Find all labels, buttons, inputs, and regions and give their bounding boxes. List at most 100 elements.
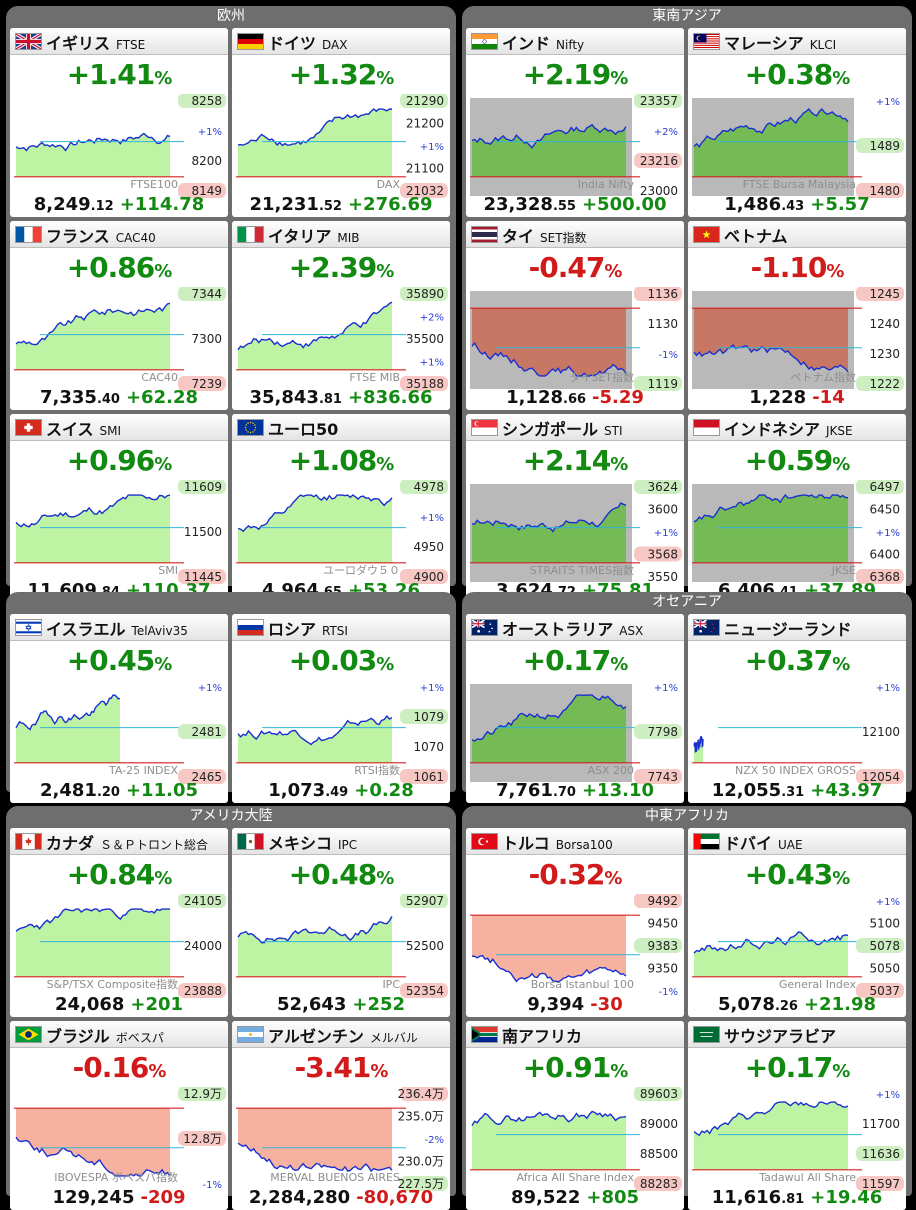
axis-label: 1222	[869, 377, 900, 391]
chart-area	[694, 495, 848, 563]
market-name: ブラジル ボベスパ	[46, 1023, 164, 1047]
percent-value: +2.19	[522, 58, 612, 91]
axis-label: 6497	[869, 480, 900, 494]
market-card[interactable]: スイスSMI+0.96%SMI11609115001144511,609.84+…	[10, 414, 228, 603]
region-panel: イスラエル TelAviv35 +0.45% TA-25 INDEX +1% 2481 24…	[6, 592, 456, 803]
chart-area	[238, 495, 392, 563]
market-card[interactable]: タイ SET指数 -0.47% タイSET指数 1136 1130 -1% 1119 1,128…	[466, 221, 684, 410]
chart-line	[471, 341, 627, 377]
market-name-label: メキシコ	[268, 834, 333, 853]
market-card[interactable]: ドバイ UAE +0.43% General Index +1% 5100 5078 5050…	[688, 828, 906, 1017]
axis-label: 227.5万	[398, 1177, 444, 1191]
index-code: ASX	[619, 624, 644, 638]
axis-label: 1061	[413, 770, 444, 784]
market-card[interactable]: フランス CAC40 +0.86% CAC40 7344 7300 7239 7,335.40…	[10, 221, 228, 410]
label-pill	[178, 1131, 226, 1146]
market-name: ユーロ50	[268, 416, 344, 440]
market-card[interactable]: ニュージーランド +0.37% NZX 50 INDEX GROSS +1% 12100…	[688, 614, 906, 803]
label-pill	[856, 569, 904, 584]
price-row: 11,616.81 +19.46	[688, 1187, 906, 1208]
market-card[interactable]: イギリス FTSE +1.41% FTSE100 8258 +1% 8200 8149 8,24…	[10, 28, 228, 217]
index-code: SMI	[99, 424, 122, 438]
axis-label: 4950	[413, 540, 444, 554]
price-row: 35,843.81 +836.66	[232, 387, 450, 408]
market-card[interactable]: マレーシア KLCI +0.38% FTSE Bursa Malaysia +1% 148…	[688, 28, 906, 217]
index-watermark: FTSE100	[130, 178, 178, 191]
market-card[interactable]: ユーロ50+1.08%ユーロダウ５０4978+1%495049004,964.6…	[232, 414, 450, 603]
percent-change: +0.17%	[688, 1051, 906, 1084]
market-card[interactable]: サウジアラビア +0.17% Tadawul All Share +1% 11700 11…	[688, 1021, 906, 1210]
label-pill	[178, 983, 226, 998]
axis-label: 12.9万	[183, 1087, 222, 1101]
percent-unit: %	[832, 1061, 850, 1082]
axis-label: 24000	[184, 939, 222, 953]
market-card[interactable]: ロシア RTSI +0.03% RTSI指数 +1% 1079 1070 1061 1,073.…	[232, 614, 450, 803]
chart-area	[16, 303, 170, 370]
price-integer: 8,249	[33, 194, 91, 215]
intraday-chart: JKSE 6497 6450 +1% 6400 6368	[692, 480, 904, 584]
axis-label: 2481	[191, 725, 222, 739]
percent-change: +0.45%	[10, 644, 228, 677]
market-card[interactable]: シンガポール STI +2.14% STRAITS TIMES指数 3624 3600 +1…	[466, 414, 684, 603]
point-change: -209	[140, 1187, 186, 1208]
market-card[interactable]: ベトナム -1.10% ベトナム指数 1245 1240 1230 1222 1,228 -14	[688, 221, 906, 410]
it-flag-icon	[237, 226, 264, 243]
market-card[interactable]: トルコ Borsa100 -0.32% Borsa Istanbul 100 9492 9…	[466, 828, 684, 1017]
market-card[interactable]: アルゼンチン メルバル -3.41% MERVAL BUENOS AIRES 236.4…	[232, 1021, 450, 1210]
ar-flag-icon	[237, 1026, 264, 1043]
axis-label: 12054	[862, 770, 900, 784]
market-name: ベトナム	[724, 223, 794, 247]
axis-label: 4900	[413, 570, 444, 584]
market-card[interactable]: ブラジル ボベスパ -0.16% IBOVESPA ボベスパ指数 12.9万 12.8万 -…	[10, 1021, 228, 1210]
market-card[interactable]: インドネシア JKSE +0.59% JKSE 6497 6450 +1% 6400 6368 6…	[688, 414, 906, 603]
percent-change: +0.03%	[232, 644, 450, 677]
chart-line	[237, 915, 393, 944]
percent-value: +0.03	[288, 644, 378, 677]
point-change: +500.00	[581, 194, 667, 215]
card-header: カナダ Ｓ＆Ｐトロント総合	[10, 828, 228, 855]
percent-change: +0.59%	[688, 444, 906, 477]
market-name-label: カナダ	[46, 834, 95, 853]
axis-label: 52907	[406, 894, 444, 908]
price-row: 1,073.49 +0.28	[232, 780, 450, 801]
percent-unit: %	[376, 68, 394, 89]
price-row: 1,486.43 +5.57	[688, 194, 906, 215]
chart-area	[472, 695, 626, 763]
market-card[interactable]: インド Nifty +2.19% India Nifty 23357 +2% 23216 23…	[466, 28, 684, 217]
price-integer: 7,761	[496, 780, 553, 801]
market-name: タイ SET指数	[502, 223, 587, 247]
price-row: 2,284,280 -80,670	[232, 1187, 450, 1208]
market-card[interactable]: ドイツ DAX +1.32% DAX 21290 21200 +1% 21100 21032 21…	[232, 28, 450, 217]
label-pill	[400, 709, 448, 724]
axis-label: 9492	[647, 894, 678, 908]
market-card[interactable]: イタリア MIB +2.39% FTSE MIB 35890 +2% 35500 +1% 351…	[232, 221, 450, 410]
market-name-label: シンガポール	[502, 420, 599, 439]
market-name-label: ブラジル	[46, 1027, 110, 1046]
market-name-label: マレーシア	[724, 34, 804, 53]
market-card[interactable]: イスラエル TelAviv35 +0.45% TA-25 INDEX +1% 2481 24…	[10, 614, 228, 803]
axis-label: +1%	[876, 1090, 900, 1101]
vn-flag-icon	[693, 226, 720, 243]
index-code: TelAviv35	[131, 624, 188, 638]
label-pill	[634, 769, 682, 784]
axis-label: 24105	[184, 894, 222, 908]
label-pill	[634, 546, 682, 562]
percent-change: +0.17%	[466, 644, 684, 677]
market-card[interactable]: オーストラリア ASX +0.17% ASX 200 +1% 7798 7743 7,761.…	[466, 614, 684, 803]
percent-unit: %	[154, 68, 172, 89]
price-row: 12,055.31 +43.97	[688, 780, 906, 801]
market-card[interactable]: 南アフリカ +0.91% Africa All Share Index 89603 89…	[466, 1021, 684, 1210]
intraday-chart: IBOVESPA ボベスパ指数 12.9万 12.8万 -1%	[14, 1087, 226, 1191]
chart-area	[472, 1111, 626, 1170]
market-name: オーストラリア ASX	[502, 616, 643, 640]
chart-line	[15, 494, 171, 528]
index-code: Nifty	[556, 38, 585, 52]
axis-label: 89000	[640, 1117, 678, 1131]
price-integer: 5,078	[718, 994, 775, 1015]
percent-change: +0.48%	[232, 858, 450, 891]
chart-line	[15, 1136, 171, 1177]
market-card[interactable]: メキシコ IPC +0.48% IPC 52907 52500 52354 52,643 +25…	[232, 828, 450, 1017]
label-pill	[856, 287, 904, 301]
axis-label: +1%	[420, 142, 444, 153]
market-card[interactable]: カナダ Ｓ＆Ｐトロント総合 +0.84% S&P/TSX Composite指数 241…	[10, 828, 228, 1017]
